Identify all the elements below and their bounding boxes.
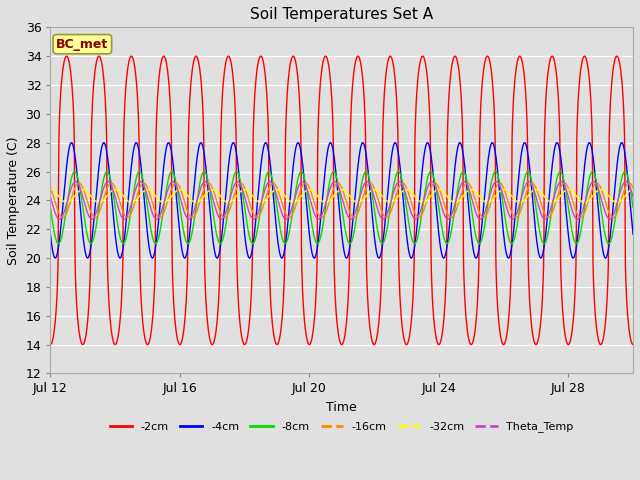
-32cm — [561, 189, 568, 194]
Line: -16cm: -16cm — [51, 183, 633, 217]
Line: -32cm: -32cm — [51, 190, 633, 203]
-32cm — [242, 187, 250, 192]
Theta_Temp — [282, 216, 290, 222]
-16cm — [561, 180, 568, 186]
-8cm — [433, 190, 440, 196]
-8cm — [509, 240, 516, 246]
Legend: -2cm, -4cm, -8cm, -16cm, -32cm, Theta_Temp: -2cm, -4cm, -8cm, -16cm, -32cm, Theta_Te… — [106, 417, 578, 437]
Theta_Temp — [162, 193, 170, 199]
Line: -4cm: -4cm — [51, 143, 633, 258]
Theta_Temp — [176, 194, 184, 200]
-16cm — [285, 215, 293, 220]
-4cm — [242, 240, 250, 245]
-2cm — [629, 342, 637, 348]
-2cm — [242, 341, 250, 347]
-2cm — [177, 341, 184, 347]
Theta_Temp — [561, 183, 568, 189]
-8cm — [54, 241, 62, 247]
-4cm — [618, 140, 625, 145]
-4cm — [509, 236, 516, 241]
-16cm — [162, 204, 170, 210]
Line: Theta_Temp: Theta_Temp — [51, 181, 633, 219]
-16cm — [241, 186, 249, 192]
Theta_Temp — [241, 196, 249, 202]
Theta_Temp — [629, 194, 637, 200]
-8cm — [629, 204, 637, 210]
-2cm — [433, 337, 440, 343]
-2cm — [63, 53, 70, 59]
-4cm — [47, 231, 54, 237]
-2cm — [47, 342, 54, 348]
Line: -2cm: -2cm — [51, 56, 633, 345]
-32cm — [629, 187, 637, 192]
-8cm — [177, 208, 184, 214]
-8cm — [47, 204, 54, 210]
-2cm — [163, 59, 170, 65]
-8cm — [163, 188, 170, 193]
Text: BC_met: BC_met — [56, 37, 108, 51]
-32cm — [163, 199, 170, 204]
Theta_Temp — [47, 194, 54, 200]
Title: Soil Temperatures Set A: Soil Temperatures Set A — [250, 7, 433, 22]
-2cm — [561, 325, 568, 331]
-16cm — [47, 185, 54, 191]
-16cm — [269, 180, 277, 186]
-16cm — [433, 181, 441, 187]
Theta_Temp — [509, 216, 517, 222]
Y-axis label: Soil Temperature (C): Soil Temperature (C) — [7, 136, 20, 264]
-8cm — [561, 179, 568, 185]
Theta_Temp — [433, 188, 441, 194]
-4cm — [433, 209, 440, 215]
-16cm — [176, 185, 184, 191]
X-axis label: Time: Time — [326, 401, 357, 414]
Theta_Temp — [266, 179, 274, 184]
-4cm — [163, 145, 170, 151]
-4cm — [177, 236, 184, 241]
-16cm — [509, 213, 517, 218]
Line: -8cm: -8cm — [51, 171, 633, 244]
-32cm — [47, 187, 54, 192]
-4cm — [51, 255, 59, 261]
-4cm — [561, 188, 568, 194]
-4cm — [629, 231, 637, 237]
-32cm — [433, 187, 440, 193]
-32cm — [63, 200, 70, 205]
-32cm — [509, 194, 516, 200]
-16cm — [629, 185, 637, 191]
-32cm — [177, 187, 184, 192]
-8cm — [242, 211, 250, 217]
-8cm — [621, 168, 628, 174]
-2cm — [509, 111, 516, 117]
